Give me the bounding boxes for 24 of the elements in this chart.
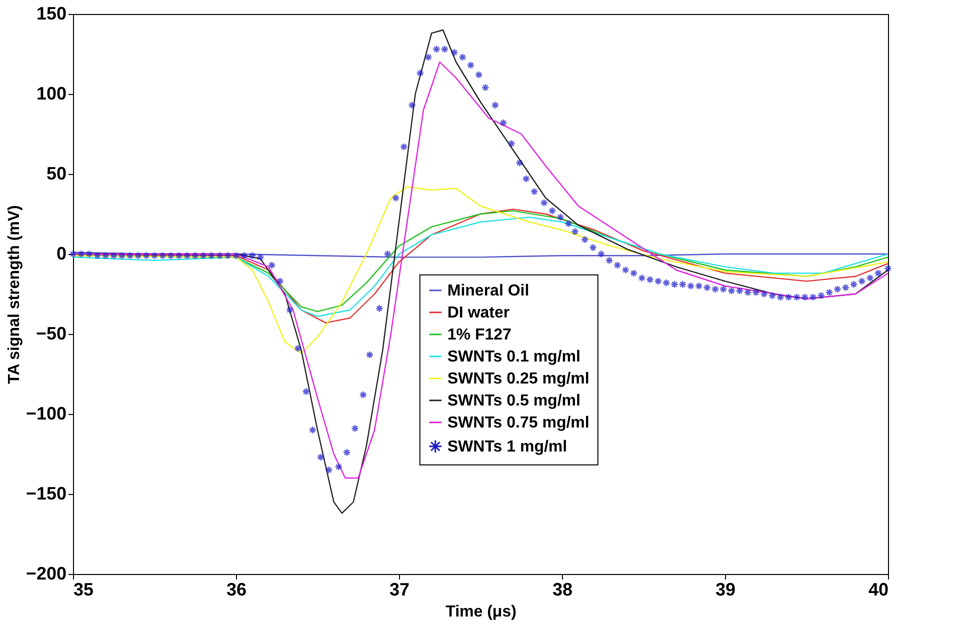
x-tick-label: 40	[868, 580, 888, 600]
legend-label: SWNTs 0.75 mg/ml	[447, 414, 590, 432]
x-axis-title: Time (μs)	[446, 604, 516, 620]
legend-label: SWNTs 1 mg/ml	[447, 438, 568, 456]
x-tick-label: 39	[715, 580, 736, 600]
x-tick-label: 37	[389, 580, 410, 600]
legend-label: SWNTs 0.25 mg/ml	[447, 370, 590, 388]
legend-label: Mineral Oil	[447, 282, 530, 300]
y-tick-label: −50	[36, 324, 66, 344]
legend-label: SWNTs 0.1 mg/ml	[447, 348, 580, 366]
x-tick-label: 38	[552, 580, 573, 600]
y-axis-title: TA signal strength (mV)	[6, 205, 23, 384]
legend-label: DI water	[447, 304, 510, 322]
y-tick-label: −200	[26, 564, 66, 584]
y-tick-label: −150	[26, 484, 66, 504]
y-tick-label: 100	[36, 84, 66, 104]
legend-label: 1% F127	[447, 326, 512, 344]
y-tick-label: 150	[36, 4, 66, 24]
y-tick-label: 0	[56, 244, 66, 264]
y-tick-label: −100	[26, 404, 66, 424]
x-tick-label: 36	[226, 580, 247, 600]
legend-label: SWNTs 0.5 mg/ml	[447, 392, 580, 410]
x-tick-label: 35	[74, 580, 94, 600]
y-tick-label: 50	[46, 164, 66, 184]
